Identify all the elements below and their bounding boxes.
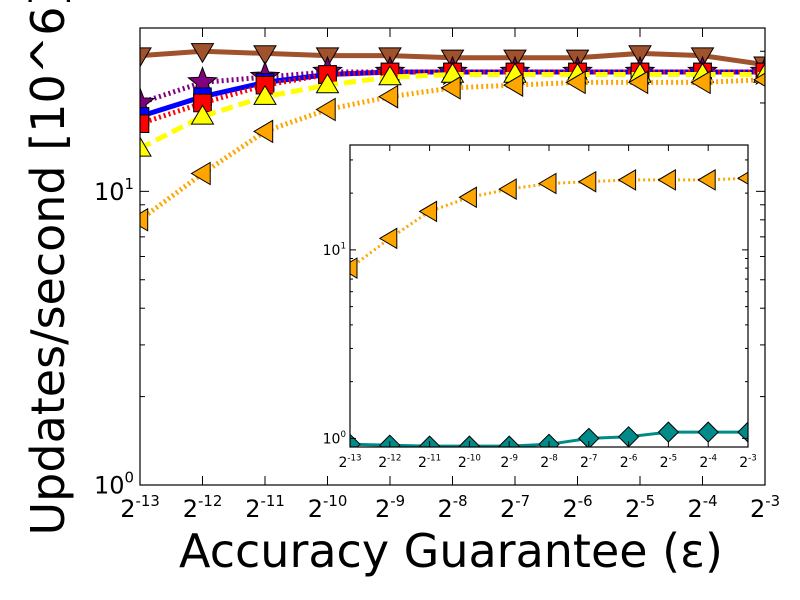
data-point — [253, 119, 274, 144]
inset-plot — [349, 144, 749, 448]
data-point — [737, 171, 748, 185]
data-point — [253, 84, 277, 105]
data-point — [578, 427, 600, 447]
x-tick-label: 2-12 — [378, 454, 401, 471]
inset-series-0 — [350, 169, 748, 279]
data-point — [378, 65, 402, 86]
data-point — [538, 433, 560, 447]
inset-y-axis-ticks: 100 101 — [323, 241, 748, 447]
main-series — [140, 43, 765, 232]
data-point — [498, 178, 517, 200]
data-point — [190, 104, 215, 125]
x-tick-label: 2-7 — [580, 454, 598, 471]
data-point — [350, 433, 361, 447]
data-point — [140, 207, 149, 232]
x-tick-label: 2-8 — [437, 492, 467, 523]
data-point — [253, 45, 277, 66]
x-tick-label: 2-13 — [120, 492, 160, 523]
data-point — [753, 72, 765, 87]
y-tick-label: 100 — [94, 469, 134, 500]
data-point — [190, 161, 211, 186]
data-point — [440, 76, 461, 100]
data-point — [458, 186, 477, 209]
data-point — [538, 172, 557, 195]
data-point — [315, 97, 336, 122]
data-point — [350, 257, 358, 279]
x-tick-label: 2-11 — [418, 454, 441, 471]
inset-series-1 — [350, 421, 748, 447]
data-point — [140, 47, 152, 68]
y-tick-label: 100 — [323, 430, 346, 447]
x-tick-label: 2-5 — [625, 492, 655, 523]
x-tick-label: 2-3 — [739, 454, 757, 471]
x-tick-label: 2-9 — [500, 454, 518, 471]
x-tick-label: 2-11 — [245, 492, 285, 523]
data-point — [418, 200, 438, 223]
x-tick-label: 2-12 — [183, 492, 223, 523]
data-point — [190, 43, 215, 64]
x-tick-label: 2-5 — [660, 454, 678, 471]
data-point — [503, 73, 524, 97]
data-point — [628, 70, 649, 95]
data-point — [378, 84, 399, 109]
data-point — [140, 136, 152, 157]
x-tick-label: 2-7 — [500, 492, 530, 523]
data-point — [697, 169, 716, 191]
x-tick-label: 2-6 — [620, 454, 638, 471]
x-tick-label: 2-3 — [750, 492, 780, 523]
inset-series — [350, 169, 748, 447]
data-point — [315, 73, 340, 94]
x-tick-label: 2-8 — [540, 454, 558, 471]
x-tick-label: 2-13 — [338, 454, 361, 471]
data-point — [657, 169, 676, 191]
x-axis-label: Accuracy Guarantee (ε) — [179, 524, 723, 578]
data-point — [577, 170, 597, 193]
x-tick-label: 2-6 — [562, 492, 592, 523]
x-tick-label: 2-9 — [375, 492, 405, 523]
y-axis-ticks: 100 101 — [94, 175, 765, 499]
x-tick-label: 2-10 — [458, 454, 481, 471]
x-tick-label: 2-4 — [687, 492, 717, 523]
y-tick-label: 101 — [323, 241, 346, 258]
x-tick-label: 2-10 — [308, 492, 348, 523]
inset-background — [350, 145, 748, 447]
main-series-4 — [140, 62, 765, 157]
main-series-5 — [140, 70, 765, 232]
data-point — [140, 114, 150, 133]
inset-x-axis-ticks: 2-13 2-12 2-11 2-10 2-9 2-8 2-7 2-6 2-5 2-4 2-3 — [338, 145, 757, 471]
data-point — [737, 421, 748, 443]
x-tick-label: 2-4 — [699, 454, 717, 471]
y-axis-label: Updates/second [10^6] — [21, 0, 75, 535]
data-point — [378, 227, 398, 250]
data-point — [628, 45, 652, 66]
data-point — [565, 70, 586, 95]
x-axis-ticks: 2-13 2-12 2-11 2-10 2-9 2-8 2-7 2-6 2-5 2-4 2-3 — [120, 28, 780, 523]
data-point — [617, 169, 637, 191]
y-tick-label: 101 — [94, 175, 134, 206]
data-point — [690, 70, 711, 95]
